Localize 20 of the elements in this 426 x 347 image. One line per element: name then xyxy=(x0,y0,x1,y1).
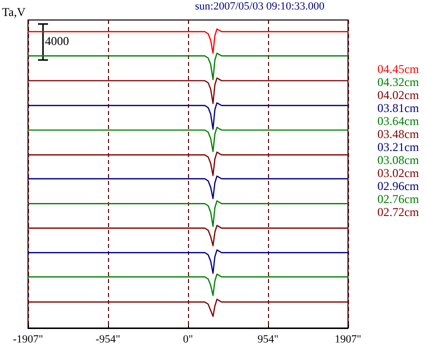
text: 03.02cm xyxy=(377,166,420,180)
text: 02.76cm xyxy=(377,192,420,206)
text: 04.32cm xyxy=(377,75,420,89)
annotation: 4000 xyxy=(45,34,69,48)
text: 03.48cm xyxy=(377,127,420,141)
text: 03.08cm xyxy=(377,153,420,167)
text: 04.02cm xyxy=(377,88,420,102)
x-tick-label: 0" xyxy=(183,334,193,346)
x-tick-label: 1907" xyxy=(334,334,362,346)
x-tick-label: -1907" xyxy=(12,334,44,346)
x-tick-label: 954" xyxy=(258,334,279,346)
text: 03.64cm xyxy=(377,114,420,128)
text: 02.96cm xyxy=(377,179,420,193)
text: 04.45cm xyxy=(377,62,420,76)
text: 03.81cm xyxy=(377,101,420,115)
text: 03.21cm xyxy=(377,140,420,154)
y-axis-title: Ta,V xyxy=(2,5,26,19)
chart-title: sun:2007/05/03 09:10:33.000 xyxy=(195,0,326,12)
x-tick-label: -954" xyxy=(96,334,120,346)
text: 02.72cm xyxy=(377,205,420,219)
